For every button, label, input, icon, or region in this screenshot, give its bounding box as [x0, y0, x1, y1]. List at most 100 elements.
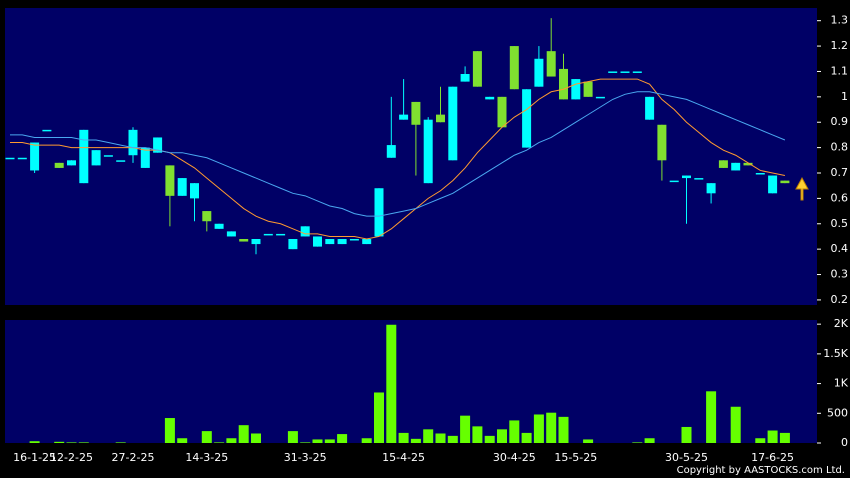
y-tick-label: 1.3 [831, 14, 849, 27]
candle-body [337, 239, 347, 245]
y-tick-label: 0.8 [831, 141, 849, 154]
y-tick-label: 0.7 [831, 166, 849, 179]
candle-body [595, 96, 605, 99]
y-tick-label: 0.6 [831, 191, 849, 204]
candle-body [214, 223, 224, 229]
volume-bar [730, 406, 741, 443]
volume-bar [361, 438, 372, 443]
moving-average-line [10, 91, 786, 217]
candle-body [399, 114, 409, 120]
volume-bar [706, 391, 717, 443]
candle-body [448, 86, 458, 161]
volume-bar [337, 434, 348, 443]
candle-body [386, 145, 396, 158]
volume-bar [435, 433, 446, 443]
arrow-icon [795, 176, 809, 201]
candle-body [411, 101, 421, 125]
candle-body [153, 137, 163, 153]
candle-body [374, 188, 384, 237]
volume-bar [779, 432, 790, 443]
candle-body [657, 124, 667, 161]
y-tick-label: 0.5 [831, 217, 849, 230]
candle-body [239, 239, 249, 242]
candle-body [755, 173, 765, 175]
candle-body [460, 74, 470, 82]
y-tick-label: 1K [834, 377, 849, 390]
y-tick-label: 0.2 [831, 293, 849, 306]
candle-body [632, 71, 642, 73]
x-tick-label: 12-2-25 [50, 451, 93, 464]
candle-body [276, 233, 286, 236]
volume-bar [484, 435, 495, 443]
volume-bar [324, 439, 335, 443]
candle-body [534, 58, 544, 87]
candle-body [743, 162, 753, 166]
candle-body [645, 96, 655, 120]
volume-bar [238, 425, 249, 443]
volume-bar [386, 324, 397, 443]
candle-body [313, 236, 322, 247]
y-tick-label: 2K [834, 317, 849, 330]
candle-body [128, 129, 138, 156]
volume-bar [460, 415, 471, 443]
candle-body [226, 231, 236, 237]
candle-body [251, 239, 261, 245]
volume-bar [78, 442, 89, 443]
candle-body [436, 114, 445, 123]
candle-body [103, 155, 113, 157]
volume-panel [5, 320, 817, 443]
volume-bar [767, 430, 778, 443]
volume-bar [497, 429, 507, 443]
volume-bar [201, 431, 212, 443]
volume-bar [423, 429, 434, 443]
candle-body [497, 96, 507, 128]
candle-body [706, 183, 716, 194]
volume-bar [115, 442, 126, 443]
candle-body [509, 46, 519, 90]
y-tick-label: 1.5K [823, 347, 848, 360]
volume-bar [54, 441, 65, 443]
x-tick-label: 27-2-25 [112, 451, 155, 464]
candle-body [116, 160, 126, 162]
candle-body [559, 68, 568, 100]
volume-bar [533, 414, 544, 443]
candle-body [608, 71, 618, 73]
y-tick-label: 500 [827, 406, 848, 419]
candle-body [682, 175, 691, 179]
candle-body [202, 211, 212, 222]
candle-body [140, 147, 150, 168]
volume-bar [214, 442, 225, 443]
candle-body [583, 81, 593, 97]
candle-body [571, 79, 581, 100]
y-tick-label: 0.3 [831, 268, 849, 281]
candle-body [325, 239, 335, 245]
volume-bar [164, 418, 175, 443]
volume-bar [287, 431, 298, 443]
candle-body [768, 175, 778, 194]
y-tick-label: 0.4 [831, 242, 849, 255]
x-tick-label: 17-6-25 [751, 451, 794, 464]
y-tick-label: 1 [841, 90, 848, 103]
volume-bar [546, 412, 557, 443]
x-tick-label: 30-4-25 [493, 451, 536, 464]
copyright: Copyright by AASTOCKS.com Ltd. [677, 465, 845, 476]
candle-body [190, 183, 199, 199]
candle-body [263, 233, 273, 236]
candle-body [67, 160, 76, 166]
volume-bar [681, 426, 692, 443]
x-tick-label: 15-4-25 [382, 451, 425, 464]
candle-body [288, 239, 298, 250]
price-panel [5, 8, 817, 305]
y-tick-label: 1.2 [831, 39, 849, 52]
candle-body [485, 96, 495, 100]
volume-bar [521, 432, 532, 443]
candle-body [79, 129, 89, 184]
candle-body [546, 51, 556, 77]
volume-bar [644, 438, 655, 443]
volume-bar [312, 439, 323, 443]
candle-body [694, 178, 704, 180]
x-tick-label: 31-3-25 [284, 451, 327, 464]
candle-body [177, 178, 187, 196]
